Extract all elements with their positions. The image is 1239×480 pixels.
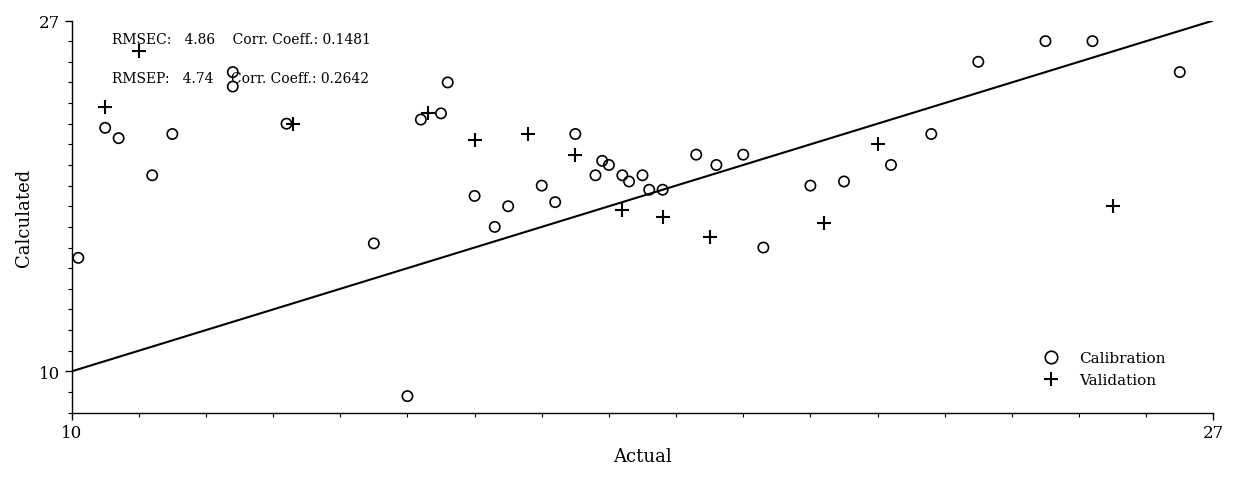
Point <box>484 224 504 231</box>
Point <box>834 178 854 186</box>
Point <box>1036 38 1056 46</box>
Point <box>565 131 585 139</box>
Point <box>653 187 673 194</box>
Point <box>800 182 820 190</box>
X-axis label: Actual: Actual <box>613 447 672 465</box>
Point <box>418 110 437 118</box>
Point <box>612 172 632 180</box>
Point <box>653 213 673 221</box>
Point <box>545 199 565 206</box>
Point <box>518 131 538 139</box>
Point <box>532 182 551 190</box>
Point <box>1170 69 1189 77</box>
Text: RMSEC:   4.86    Corr. Coeff.: 0.1481: RMSEC: 4.86 Corr. Coeff.: 0.1481 <box>112 33 370 47</box>
Point <box>620 178 639 186</box>
Point <box>364 240 384 248</box>
Point <box>633 172 653 180</box>
Y-axis label: Calculated: Calculated <box>15 168 33 266</box>
Point <box>639 187 659 194</box>
Point <box>95 125 115 132</box>
Point <box>276 120 296 128</box>
Point <box>431 110 451 118</box>
Point <box>586 172 606 180</box>
Point <box>498 203 518 211</box>
Point <box>284 120 304 128</box>
Point <box>465 137 484 145</box>
Point <box>109 135 129 143</box>
Point <box>398 393 418 400</box>
Point <box>881 162 901 169</box>
Point <box>95 104 115 112</box>
Text: RMSEP:   4.74    Corr. Coeff.: 0.2642: RMSEP: 4.74 Corr. Coeff.: 0.2642 <box>112 72 368 86</box>
Point <box>867 141 887 149</box>
Point <box>565 152 585 159</box>
Point <box>814 219 834 227</box>
Point <box>411 117 431 124</box>
Point <box>706 162 726 169</box>
Point <box>1103 203 1123 211</box>
Point <box>162 131 182 139</box>
Point <box>1083 38 1103 46</box>
Point <box>753 244 773 252</box>
Point <box>68 254 88 262</box>
Point <box>142 172 162 180</box>
Point <box>969 59 989 67</box>
Point <box>223 84 243 91</box>
Point <box>129 48 149 56</box>
Point <box>465 192 484 200</box>
Point <box>437 79 457 87</box>
Point <box>922 131 942 139</box>
Point <box>598 162 618 169</box>
Legend: Calibration, Validation: Calibration, Validation <box>1030 346 1172 394</box>
Point <box>700 234 720 241</box>
Point <box>223 69 243 77</box>
Point <box>592 157 612 165</box>
Point <box>612 207 632 215</box>
Point <box>733 152 753 159</box>
Point <box>686 152 706 159</box>
